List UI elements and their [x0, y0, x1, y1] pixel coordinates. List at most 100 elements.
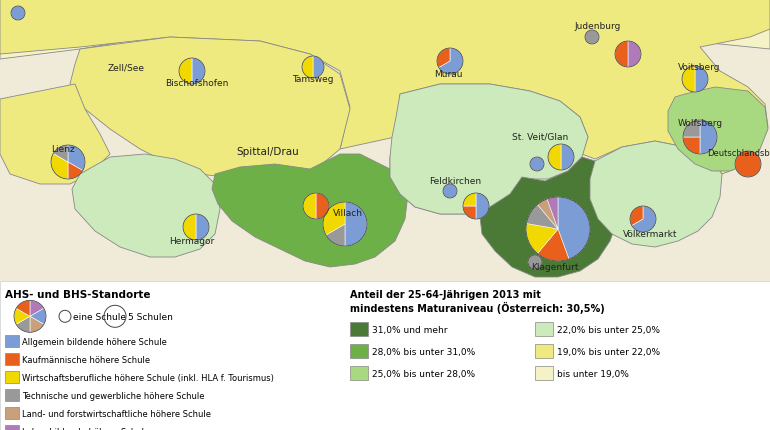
Wedge shape: [30, 309, 46, 325]
Polygon shape: [72, 155, 220, 258]
FancyBboxPatch shape: [5, 353, 19, 366]
Text: Hermagor: Hermagor: [169, 237, 215, 246]
Text: 31,0% und mehr: 31,0% und mehr: [372, 325, 447, 334]
Polygon shape: [390, 125, 525, 215]
Wedge shape: [326, 224, 345, 246]
FancyBboxPatch shape: [350, 344, 368, 359]
Wedge shape: [548, 144, 561, 171]
Wedge shape: [530, 158, 544, 172]
Wedge shape: [16, 301, 30, 316]
Wedge shape: [682, 67, 695, 93]
Polygon shape: [590, 141, 722, 247]
Wedge shape: [683, 138, 700, 155]
Text: 22,0% bis unter 25,0%: 22,0% bis unter 25,0%: [557, 325, 660, 334]
Wedge shape: [528, 255, 542, 269]
Polygon shape: [212, 155, 408, 267]
Wedge shape: [323, 203, 345, 236]
Text: eine Schule: eine Schule: [73, 312, 126, 321]
FancyBboxPatch shape: [535, 366, 553, 381]
Wedge shape: [735, 152, 761, 178]
Wedge shape: [537, 200, 558, 230]
FancyBboxPatch shape: [535, 322, 553, 337]
Text: AHS- und BHS-Standorte: AHS- und BHS-Standorte: [5, 290, 150, 300]
Text: 28,0% bis unter 31,0%: 28,0% bis unter 31,0%: [372, 347, 475, 356]
Text: Wirtschaftsberufliche höhere Schule (inkl. HLA f. Tourismus): Wirtschaftsberufliche höhere Schule (ink…: [22, 373, 274, 382]
Wedge shape: [463, 206, 476, 219]
Text: Voitsberg: Voitsberg: [678, 62, 720, 71]
Text: Deutschlandsberg: Deutschlandsberg: [707, 149, 770, 158]
Wedge shape: [585, 31, 599, 45]
Wedge shape: [192, 59, 205, 85]
Polygon shape: [480, 158, 620, 277]
Text: 25,0% bis unter 28,0%: 25,0% bis unter 28,0%: [372, 369, 475, 378]
Text: 5 Schulen: 5 Schulen: [128, 312, 173, 321]
Wedge shape: [463, 194, 476, 206]
Wedge shape: [11, 7, 25, 21]
FancyBboxPatch shape: [350, 322, 368, 337]
Text: Tamsweg: Tamsweg: [293, 74, 333, 83]
Text: Technische und gewerbliche höhere Schule: Technische und gewerbliche höhere Schule: [22, 391, 205, 400]
Polygon shape: [0, 0, 770, 60]
Wedge shape: [443, 184, 457, 199]
FancyBboxPatch shape: [5, 390, 19, 401]
Text: Wolfsberg: Wolfsberg: [678, 119, 722, 128]
Wedge shape: [313, 57, 324, 79]
Wedge shape: [630, 206, 643, 226]
Text: Allgemein bildende höhere Schule: Allgemein bildende höhere Schule: [22, 337, 167, 346]
Polygon shape: [0, 85, 110, 184]
Wedge shape: [631, 206, 656, 233]
FancyBboxPatch shape: [535, 344, 553, 359]
FancyBboxPatch shape: [5, 407, 19, 419]
FancyBboxPatch shape: [5, 335, 19, 347]
Wedge shape: [68, 146, 85, 171]
FancyBboxPatch shape: [350, 366, 368, 381]
Wedge shape: [558, 197, 590, 259]
Wedge shape: [183, 215, 196, 240]
Text: mindestens Maturaniveau (Österreich: 30,5%): mindestens Maturaniveau (Österreich: 30,…: [350, 301, 604, 313]
Polygon shape: [0, 0, 770, 175]
Text: Völkermarkt: Völkermarkt: [623, 230, 678, 239]
Wedge shape: [302, 57, 313, 79]
Polygon shape: [668, 88, 768, 172]
Wedge shape: [527, 205, 558, 230]
Text: Villach: Villach: [333, 209, 363, 218]
Wedge shape: [53, 146, 68, 163]
Text: 19,0% bis unter 22,0%: 19,0% bis unter 22,0%: [557, 347, 660, 356]
Text: Lienz: Lienz: [51, 145, 75, 154]
Text: bis unter 19,0%: bis unter 19,0%: [557, 369, 629, 378]
Polygon shape: [70, 38, 350, 184]
Text: Anteil der 25-64-Jährigen 2013 mit: Anteil der 25-64-Jährigen 2013 mit: [350, 290, 541, 300]
Text: Spittal/Drau: Spittal/Drau: [236, 147, 300, 157]
Polygon shape: [390, 85, 588, 215]
Text: Zell/See: Zell/See: [108, 63, 145, 72]
Wedge shape: [547, 197, 558, 230]
FancyBboxPatch shape: [5, 425, 19, 430]
Text: Judenburg: Judenburg: [575, 22, 621, 31]
Wedge shape: [561, 144, 574, 171]
Wedge shape: [14, 309, 30, 325]
Wedge shape: [51, 154, 68, 180]
Wedge shape: [537, 230, 569, 261]
Wedge shape: [439, 49, 463, 75]
Wedge shape: [628, 42, 641, 68]
Wedge shape: [683, 121, 700, 138]
Wedge shape: [476, 194, 489, 219]
FancyBboxPatch shape: [5, 372, 19, 384]
Wedge shape: [303, 194, 316, 219]
Wedge shape: [526, 224, 558, 254]
Wedge shape: [30, 301, 44, 316]
Text: Kaufmännische höhere Schule: Kaufmännische höhere Schule: [22, 355, 150, 364]
Text: Lehrerbildende höhere Schule: Lehrerbildende höhere Schule: [22, 427, 149, 430]
Text: Murau: Murau: [434, 69, 462, 78]
Wedge shape: [345, 203, 367, 246]
Wedge shape: [695, 67, 708, 93]
Wedge shape: [16, 316, 30, 332]
Text: Klagenfurt: Klagenfurt: [531, 262, 579, 271]
Wedge shape: [196, 215, 209, 240]
Wedge shape: [68, 163, 82, 180]
Text: St. Veit/Glan: St. Veit/Glan: [512, 132, 568, 141]
Wedge shape: [179, 59, 192, 85]
Wedge shape: [615, 42, 628, 68]
Text: Feldkirchen: Feldkirchen: [429, 176, 481, 185]
Wedge shape: [316, 194, 329, 219]
